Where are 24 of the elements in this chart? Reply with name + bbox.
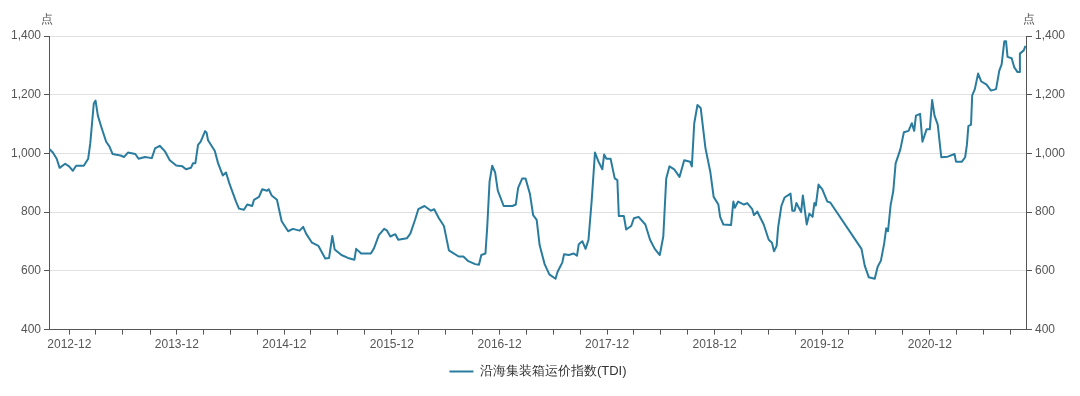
x-tick-label: 2019-12 [799,337,845,352]
x-tick-label: 2020-12 [907,337,953,352]
y-tick-label: 1,200 [11,87,42,102]
y2-tick-label: 1,000 [1034,145,1066,160]
y-tick-label: 800 [21,204,42,219]
y2-tick-label: 1,200 [1034,87,1066,102]
x-tick-label: 2016-12 [477,337,522,352]
x-tick-label: 2012-12 [47,337,92,352]
y2-tick-label: 600 [1034,263,1056,278]
x-tick-label: 2015-12 [369,337,415,352]
x-tick-label: 2018-12 [692,337,737,352]
y-axis-title: 点 [41,12,54,27]
legend-label: 沿海集装箱运价指数(TDI) [479,363,627,379]
y-tick-label: 1,400 [11,28,42,43]
y-tick-label: 400 [21,321,42,336]
x-tick-label: 2013-12 [154,337,200,352]
y2-tick-label: 1,400 [1034,28,1066,43]
y2-tick-label: 400 [1034,321,1056,336]
x-tick-label: 2017-12 [585,337,630,352]
y-tick-label: 1,000 [11,145,42,160]
y2-axis-title: 点 [1022,12,1035,27]
x-tick-label: 2014-12 [262,337,307,352]
y2-tick-label: 800 [1034,204,1056,219]
y-tick-label: 600 [21,263,42,278]
